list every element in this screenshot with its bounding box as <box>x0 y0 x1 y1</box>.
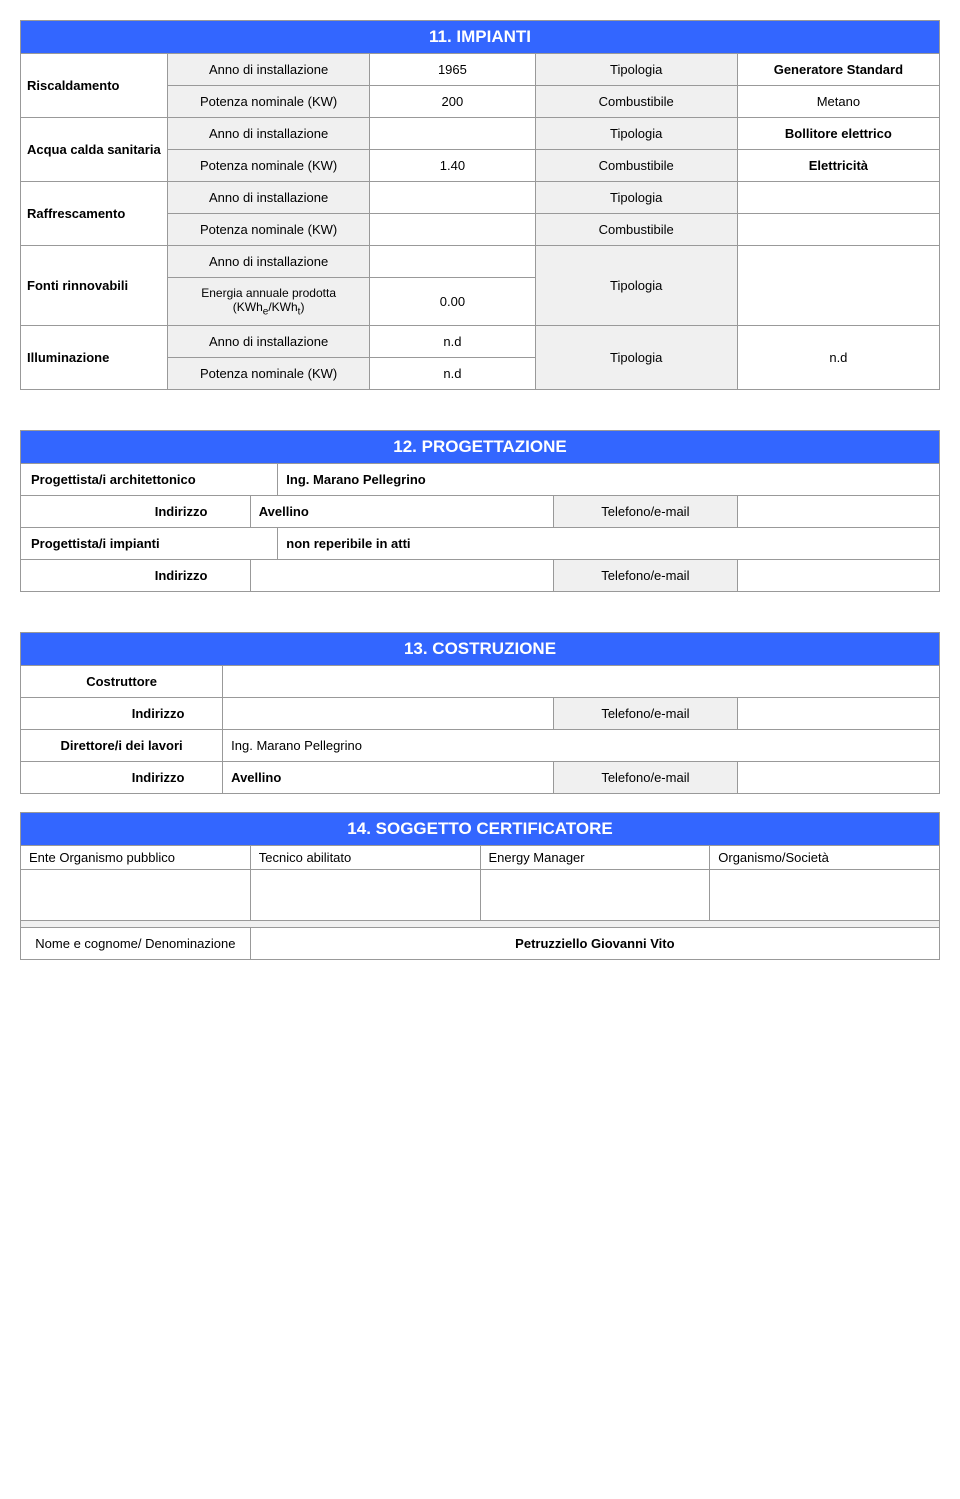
acqua-label: Acqua calda sanitaria <box>21 118 168 182</box>
section-13-table: 13. COSTRUZIONE Costruttore Indirizzo Te… <box>20 632 940 794</box>
cert-c1: Ente Organismo pubblico <box>21 846 251 870</box>
riscaldamento-pot-label: Potenza nominale (KW) <box>168 86 370 118</box>
illuminazione-label: Illuminazione <box>21 326 168 390</box>
direttore-label: Direttore/i dei lavori <box>21 730 223 762</box>
direttore-tel-label: Telefono/e-mail <box>554 762 738 794</box>
section-11-title: 11. IMPIANTI <box>21 21 940 54</box>
cert-c4: Organismo/Società <box>710 846 940 870</box>
riscaldamento-label: Riscaldamento <box>21 54 168 118</box>
costruttore-tel-val <box>737 698 939 730</box>
riscaldamento-tipologia-label: Tipologia <box>535 54 737 86</box>
costruttore-indirizzo-val <box>223 698 554 730</box>
fonti-energia-label: Energia annuale prodotta (KWhe/KWht) <box>168 278 370 326</box>
riscaldamento-tipologia-val: Generatore Standard <box>737 54 939 86</box>
section-12-title: 12. PROGETTAZIONE <box>21 431 940 464</box>
imp-indirizzo-label: Indirizzo <box>112 560 250 592</box>
illuminazione-pot-label: Potenza nominale (KW) <box>168 358 370 390</box>
section-12-table: 12. PROGETTAZIONE Progettista/i architet… <box>20 430 940 592</box>
riscaldamento-anno-label: Anno di installazione <box>168 54 370 86</box>
raffrescamento-anno-val <box>370 182 535 214</box>
illuminazione-tipologia-label: Tipologia <box>535 326 737 390</box>
acqua-tipologia-val: Bollitore elettrico <box>737 118 939 150</box>
arch-val: Ing. Marano Pellegrino <box>278 464 940 496</box>
acqua-comb-val: Elettricità <box>737 150 939 182</box>
riscaldamento-anno-val: 1965 <box>370 54 535 86</box>
fonti-anno-val <box>370 246 535 278</box>
riscaldamento-comb-val: Metano <box>737 86 939 118</box>
costruttore-val <box>223 666 940 698</box>
acqua-anno-label: Anno di installazione <box>168 118 370 150</box>
arch-indirizzo-val: Avellino <box>250 496 553 528</box>
imp-val: non reperibile in atti <box>278 528 940 560</box>
section-14-title: 14. SOGGETTO CERTIFICATORE <box>21 813 940 846</box>
costruttore-indirizzo-label: Indirizzo <box>94 698 223 730</box>
imp-tel-val <box>737 560 939 592</box>
illuminazione-tipologia-val: n.d <box>737 326 939 390</box>
illuminazione-pot-val: n.d <box>370 358 535 390</box>
fonti-anno-label: Anno di installazione <box>168 246 370 278</box>
raffrescamento-pot-label: Potenza nominale (KW) <box>168 214 370 246</box>
cert-c2: Tecnico abilitato <box>250 846 480 870</box>
section-13-title: 13. COSTRUZIONE <box>21 633 940 666</box>
imp-tel-label: Telefono/e-mail <box>553 560 737 592</box>
direttore-indirizzo-label: Indirizzo <box>94 762 223 794</box>
imp-label: Progettista/i impianti <box>21 528 278 560</box>
direttore-val: Ing. Marano Pellegrino <box>223 730 940 762</box>
section-11-table: 11. IMPIANTI Riscaldamento Anno di insta… <box>20 20 940 390</box>
direttore-tel-val <box>737 762 939 794</box>
imp-indirizzo-val <box>250 560 553 592</box>
acqua-pot-val: 1.40 <box>370 150 535 182</box>
fonti-energia-val: 0.00 <box>370 278 535 326</box>
raffrescamento-comb-label: Combustibile <box>535 214 737 246</box>
acqua-tipologia-label: Tipologia <box>535 118 737 150</box>
riscaldamento-pot-val: 200 <box>370 86 535 118</box>
acqua-anno-val <box>370 118 535 150</box>
fonti-label: Fonti rinnovabili <box>21 246 168 326</box>
arch-label: Progettista/i architettonico <box>21 464 278 496</box>
costruttore-label: Costruttore <box>21 666 223 698</box>
arch-tel-label: Telefono/e-mail <box>553 496 737 528</box>
costruttore-tel-label: Telefono/e-mail <box>554 698 738 730</box>
acqua-pot-label: Potenza nominale (KW) <box>168 150 370 182</box>
fonti-tipologia-label: Tipologia <box>535 246 737 326</box>
raffrescamento-pot-val <box>370 214 535 246</box>
raffrescamento-tipologia-label: Tipologia <box>535 182 737 214</box>
direttore-indirizzo-val: Avellino <box>223 762 554 794</box>
illuminazione-anno-label: Anno di installazione <box>168 326 370 358</box>
cert-nome-label: Nome e cognome/ Denominazione <box>21 928 251 960</box>
riscaldamento-comb-label: Combustibile <box>535 86 737 118</box>
section-14-table: 14. SOGGETTO CERTIFICATORE Ente Organism… <box>20 812 940 960</box>
cert-nome-val: Petruzziello Giovanni Vito <box>250 928 939 960</box>
arch-tel-val <box>737 496 939 528</box>
raffrescamento-comb-val <box>737 214 939 246</box>
raffrescamento-anno-label: Anno di installazione <box>168 182 370 214</box>
cert-c3: Energy Manager <box>480 846 710 870</box>
acqua-comb-label: Combustibile <box>535 150 737 182</box>
arch-indirizzo-label: Indirizzo <box>112 496 250 528</box>
fonti-tipologia-val <box>737 246 939 326</box>
illuminazione-anno-val: n.d <box>370 326 535 358</box>
raffrescamento-tipologia-val <box>737 182 939 214</box>
raffrescamento-label: Raffrescamento <box>21 182 168 246</box>
